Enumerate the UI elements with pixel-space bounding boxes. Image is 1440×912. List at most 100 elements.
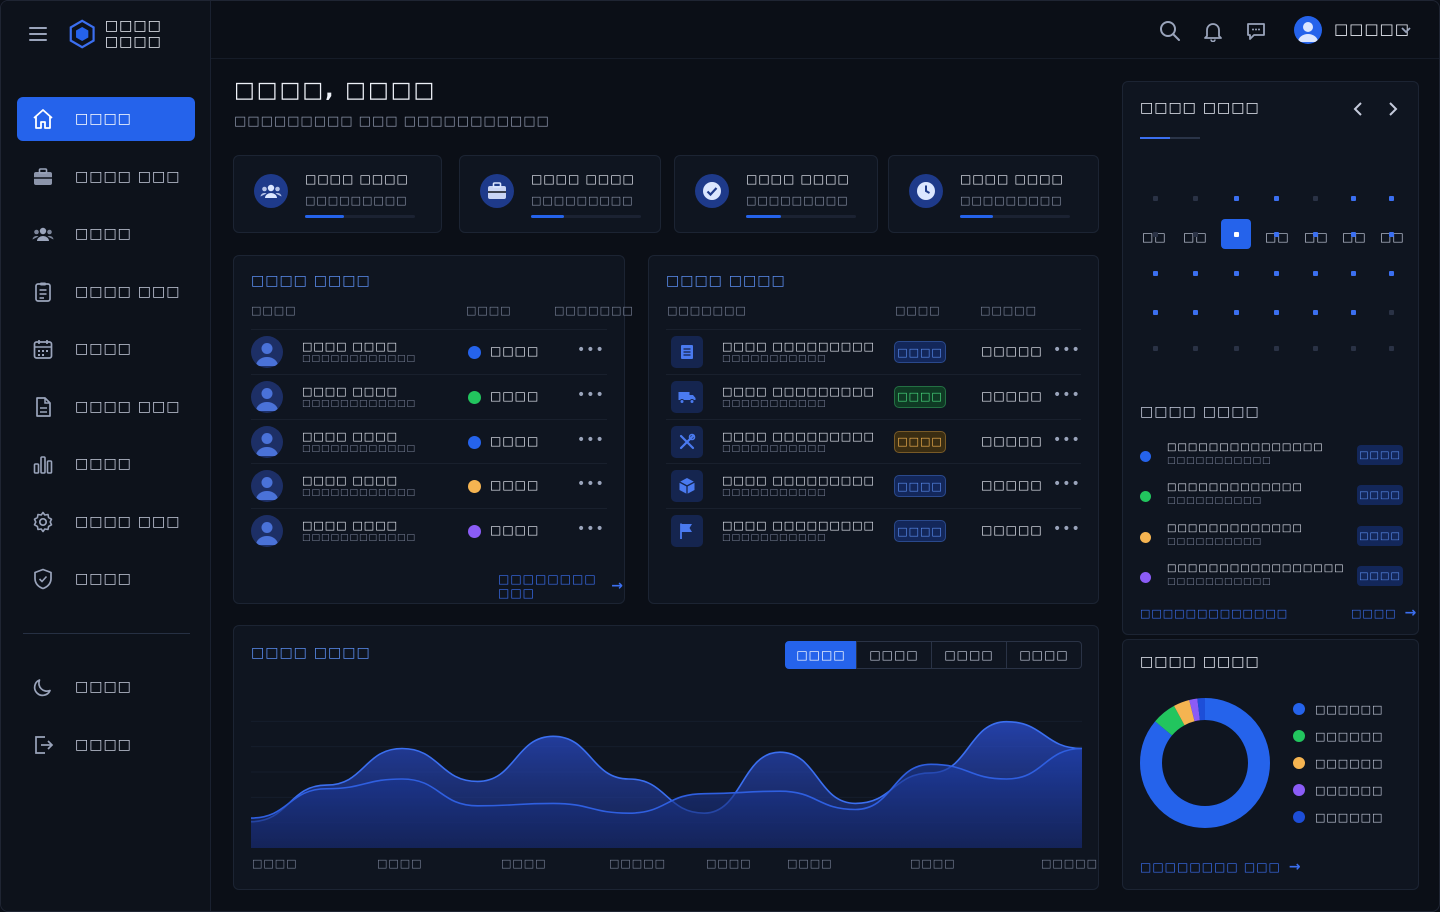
event-badge[interactable]: □□□□ [1357,566,1403,586]
calendar-day[interactable] [1180,258,1210,288]
bell-icon[interactable] [1202,20,1224,42]
event-item[interactable]: □□□□□□□□□□□□□□□□□ □□□□□□□□□□□ □□□□ [1140,559,1404,599]
calendar-day[interactable] [1221,258,1251,288]
stat-card[interactable]: □□□□ □□□□ □□□□□□□□□ [674,155,878,233]
task-row[interactable]: □□□□ □□□□□□□□□ □□□□□□□□□□□ □□□□ □□□□□ ••• [666,373,1081,418]
stat-card[interactable]: □□□□ □□□□ □□□□□□□□□ [233,155,442,233]
events-view-all-link[interactable]: □□□□□□□□□□□□□ [1140,607,1289,620]
event-item[interactable]: □□□□□□□□□□□□□ □□□□□□□□□□ □□□□ [1140,478,1404,518]
calendar-day[interactable] [1140,297,1170,327]
calendar-day[interactable] [1376,258,1406,288]
more-options-icon[interactable]: ••• [577,386,605,403]
calendar-day[interactable] [1300,333,1330,363]
sidebar-item-1[interactable]: □□□□ □□□ [17,155,195,199]
calendar-day[interactable] [1261,297,1291,327]
activity-tab-2[interactable]: □□□□ [931,641,1007,669]
calendar-day[interactable] [1180,219,1210,249]
sidebar-item-8[interactable]: □□□□ [17,557,195,601]
more-options-icon[interactable]: ••• [1053,521,1081,538]
calendar-day[interactable] [1261,258,1291,288]
user-avatar[interactable] [1294,16,1322,44]
team-row[interactable]: □□□□ □□□□ □□□□□□□□□□□□ □□□□ ••• [251,373,607,418]
task-row[interactable]: □□□□ □□□□□□□□□ □□□□□□□□□□□ □□□□ □□□□□ ••• [666,418,1081,463]
calendar-day[interactable] [1338,219,1368,249]
sidebar-item-7[interactable]: □□□□ □□□ [17,500,195,544]
calendar-day[interactable] [1261,183,1291,213]
calendar-day[interactable] [1180,333,1210,363]
chevron-down-icon[interactable] [1399,23,1413,37]
task-row[interactable]: □□□□ □□□□□□□□□ □□□□□□□□□□□ □□□□ □□□□□ ••• [666,329,1081,373]
stat-card[interactable]: □□□□ □□□□ □□□□□□□□□ [459,155,661,233]
calendar-day[interactable] [1300,219,1330,249]
calendar-day[interactable] [1338,333,1368,363]
more-options-icon[interactable]: ••• [577,431,605,448]
calendar-day[interactable] [1221,183,1251,213]
calendar-day[interactable] [1140,183,1170,213]
calendar-day[interactable] [1376,219,1406,249]
more-options-icon[interactable]: ••• [577,476,605,493]
calendar-day[interactable] [1261,333,1291,363]
task-row[interactable]: □□□□ □□□□□□□□□ □□□□□□□□□□□ □□□□ □□□□□ ••• [666,508,1081,552]
sidebar-item-2[interactable]: □□□□ [17,212,195,256]
calendar-day[interactable] [1338,258,1368,288]
activity-tab-3[interactable]: □□□□ [1006,641,1082,669]
calendar-day[interactable] [1376,333,1406,363]
calendar-day[interactable] [1300,297,1330,327]
activity-tab-0[interactable]: □□□□ [785,641,857,669]
team-row[interactable]: □□□□ □□□□ □□□□□□□□□□□□ □□□□ ••• [251,508,607,552]
sidebar-bottom-item-0[interactable]: □□□□ [17,665,195,709]
more-options-icon[interactable]: ••• [577,342,605,358]
sidebar-bottom-item-1[interactable]: □□□□ [17,723,195,767]
calendar-day[interactable] [1338,183,1368,213]
events-more-link[interactable]: □□□□ → [1351,605,1417,621]
chevron-left-icon[interactable] [1350,100,1366,118]
event-badge[interactable]: □□□□ [1357,485,1403,505]
breakdown-view-all-link[interactable]: □□□□□□□□ □□□ → [1140,859,1302,875]
task-row[interactable]: □□□□ □□□□□□□□□ □□□□□□□□□□□ □□□□ □□□□□ ••• [666,463,1081,507]
calendar-day[interactable] [1140,258,1170,288]
event-badge[interactable]: □□□□ [1357,445,1403,465]
sidebar-item-3[interactable]: □□□□ □□□ [17,270,195,314]
team-row[interactable]: □□□□ □□□□ □□□□□□□□□□□□ □□□□ ••• [251,463,607,507]
chevron-right-icon[interactable] [1385,100,1401,118]
calendar-day[interactable] [1140,219,1170,249]
box-icon [671,470,703,503]
search-icon[interactable] [1159,20,1181,42]
sidebar-item-4[interactable]: □□□□ [17,327,195,371]
more-options-icon[interactable]: ••• [1053,431,1081,448]
weekday-label: □□ [1265,230,1290,244]
calendar-day[interactable] [1180,183,1210,213]
more-options-icon[interactable]: ••• [577,521,605,538]
calendar-day[interactable] [1221,297,1251,327]
event-item[interactable]: □□□□□□□□□□□□□ □□□□□□□□□□ □□□□ [1140,519,1404,559]
calendar-day[interactable] [1140,333,1170,363]
x-axis-label: □□□□ [377,857,423,870]
chat-icon[interactable] [1245,20,1267,42]
event-item[interactable]: □□□□□□□□□□□□□□□ □□□□□□□□□□□ □□□□ [1140,438,1404,478]
more-options-icon[interactable]: ••• [1053,342,1081,358]
sidebar-item-0[interactable]: □□□□ [17,97,195,141]
member-name: □□□□ □□□□ [302,519,398,533]
calendar-day[interactable] [1300,183,1330,213]
team-row[interactable]: □□□□ □□□□ □□□□□□□□□□□□ □□□□ ••• [251,418,607,463]
calendar-day[interactable] [1376,183,1406,213]
sidebar-item-5[interactable]: □□□□ □□□ [17,385,195,429]
calendar-day[interactable] [1376,297,1406,327]
user-name[interactable]: □□□□□ [1334,20,1410,38]
more-options-icon[interactable]: ••• [1053,476,1081,493]
member-role: □□□□□□□□□□□□ [302,488,417,499]
calendar-day-selected[interactable] [1221,219,1251,249]
calendar-day[interactable] [1300,258,1330,288]
hamburger-menu-icon[interactable] [29,27,47,41]
calendar-day[interactable] [1221,333,1251,363]
team-view-all-link[interactable]: □□□□□□□□ □□□ → [498,572,624,600]
activity-tab-1[interactable]: □□□□ [856,641,932,669]
event-badge[interactable]: □□□□ [1357,526,1403,546]
stat-card[interactable]: □□□□ □□□□ □□□□□□□□□ [888,155,1099,233]
sidebar-item-6[interactable]: □□□□ [17,442,195,486]
calendar-day[interactable] [1261,219,1291,249]
calendar-day[interactable] [1338,297,1368,327]
calendar-day[interactable] [1180,297,1210,327]
more-options-icon[interactable]: ••• [1053,386,1081,403]
team-row[interactable]: □□□□ □□□□ □□□□□□□□□□□□ □□□□ ••• [251,329,607,373]
